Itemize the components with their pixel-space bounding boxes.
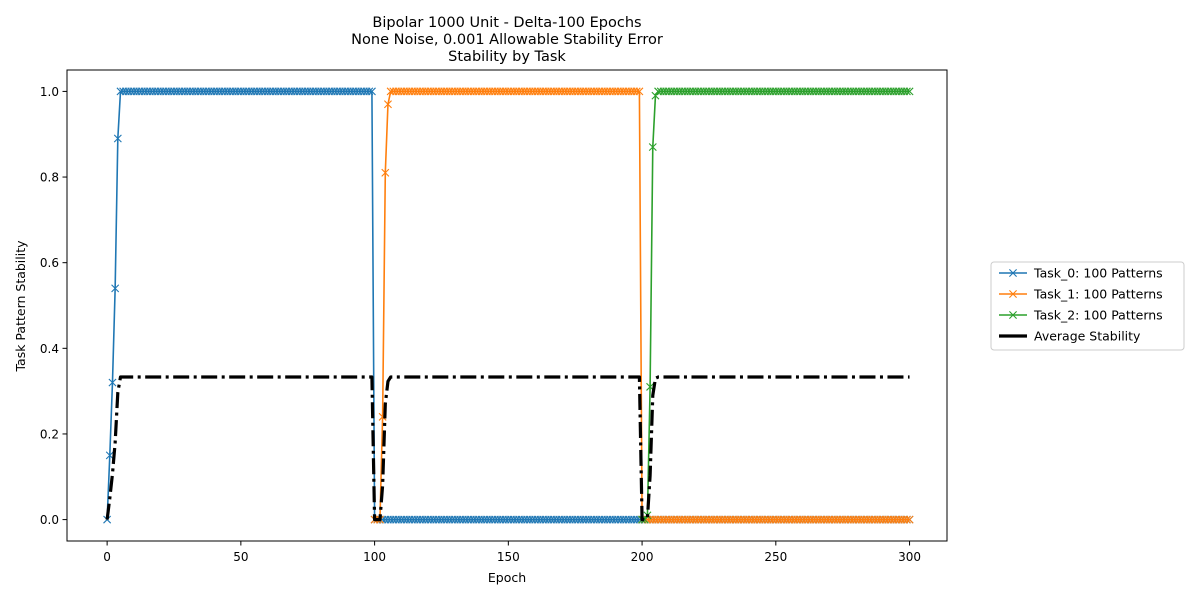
legend-swatch-marker	[1009, 311, 1017, 319]
chart-title: Bipolar 1000 Unit - Delta-100 Epochs Non…	[351, 15, 663, 65]
marker-x	[105, 451, 114, 460]
legend: Task_0: 100 Patterns Task_1: 100 Patterns…	[990, 261, 1185, 351]
marker-x	[902, 87, 911, 96]
marker-x	[113, 134, 122, 143]
marker-x	[902, 515, 911, 524]
y-tick-label: 1.0	[40, 85, 59, 99]
marker-x	[632, 87, 641, 96]
title-line-1: Bipolar 1000 Unit - Delta-100 Epochs	[372, 15, 641, 31]
y-tick-label: 0.4	[40, 342, 59, 356]
series-task-2-100-patterns	[638, 87, 914, 524]
title-line-3: Stability by Task	[448, 49, 566, 65]
legend-label: Task_0: 100 Patterns	[1033, 266, 1163, 281]
legend-entry-average-stability: Average Stability	[999, 329, 1141, 344]
marker-x	[365, 87, 374, 96]
x-tick-label: 200	[631, 550, 654, 564]
legend-label: Task_1: 100 Patterns	[1033, 287, 1163, 302]
marker-x	[383, 100, 392, 109]
legend-entry-task-2-100-patterns: Task_2: 100 Patterns	[999, 308, 1163, 323]
x-tick-label: 150	[497, 550, 520, 564]
plot-background	[67, 70, 947, 541]
axes: 0 50 100 150 200 250 300 0.0 0.2 0.4 0.6 0.8 1.0	[40, 69, 948, 564]
x-axis-label: Epoch	[488, 570, 526, 585]
marker-x	[111, 284, 120, 293]
y-tick-label: 0.2	[40, 427, 59, 441]
x-tick-label: 300	[898, 550, 921, 564]
title-line-2: None Noise, 0.001 Allowable Stability Er…	[351, 32, 663, 48]
y-tick-label: 0.6	[40, 256, 59, 270]
marker-x	[651, 91, 660, 100]
legend-swatch-marker	[1009, 290, 1017, 298]
y-axis-label: Task Pattern Stability	[13, 240, 28, 373]
marker-x	[635, 87, 644, 96]
legend-entry-task-0-100-patterns: Task_0: 100 Patterns	[999, 266, 1163, 281]
marker-x	[381, 168, 390, 177]
legend-label: Task_2: 100 Patterns	[1033, 308, 1163, 323]
series-lines	[103, 87, 914, 524]
legend-label: Average Stability	[1034, 329, 1141, 344]
marker-x	[367, 87, 376, 96]
legend-box	[990, 261, 1185, 351]
x-tick-label: 250	[764, 550, 787, 564]
x-tick-label: 100	[363, 550, 386, 564]
plot-border	[66, 69, 948, 542]
marker-x	[108, 378, 117, 387]
legend-entry-task-1-100-patterns: Task_1: 100 Patterns	[999, 287, 1163, 302]
markers-task-1-100-patterns	[370, 87, 914, 524]
marker-x	[905, 515, 914, 524]
markers-task-2-100-patterns	[638, 87, 914, 524]
x-tick-label: 0	[103, 550, 111, 564]
legend-swatch-marker	[1009, 269, 1017, 277]
marker-x	[905, 87, 914, 96]
marker-x	[648, 143, 657, 152]
x-tick-label: 50	[233, 550, 248, 564]
y-tick-label: 0.8	[40, 171, 59, 185]
y-tick-label: 0.0	[40, 513, 59, 527]
plot-area	[67, 70, 947, 541]
